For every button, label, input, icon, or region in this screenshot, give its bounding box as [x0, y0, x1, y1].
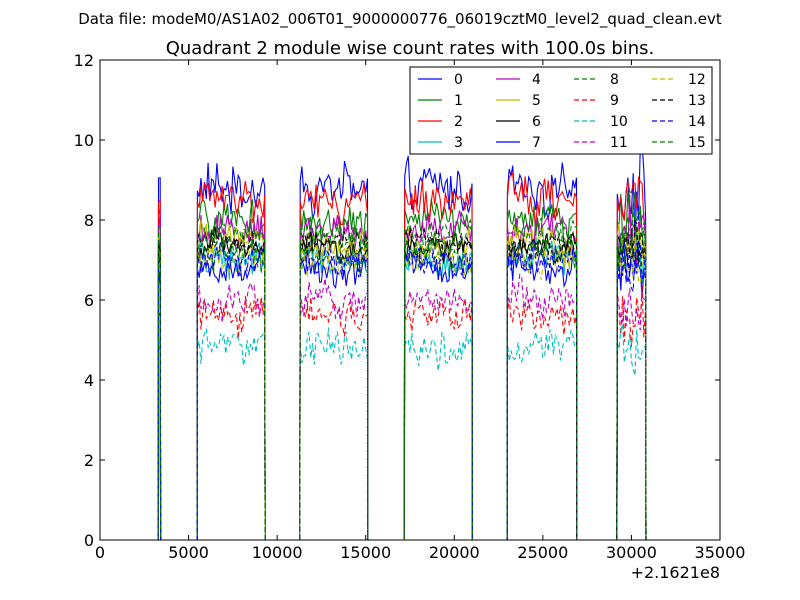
legend-label-4: 4 [532, 72, 541, 88]
legend-box [409, 66, 713, 155]
x-tick-label: 0 [95, 543, 105, 562]
y-tick-label: 12 [74, 51, 94, 70]
series-line-8 [156, 224, 647, 540]
legend-label-11: 11 [610, 135, 628, 151]
series-line-6 [156, 227, 647, 540]
legend-label-6: 6 [532, 114, 541, 130]
legend-label-13: 13 [688, 93, 706, 109]
x-axis: 0 5000 10000 15000 20000 25000 30000 35000 [95, 60, 746, 562]
series-line-12 [156, 239, 647, 540]
legend-label-0: 0 [454, 72, 463, 88]
legend-label-1: 1 [454, 93, 463, 109]
series-line-10 [156, 323, 647, 540]
x-tick-label: 10000 [252, 543, 303, 562]
legend-label-12: 12 [688, 72, 706, 88]
x-tick-label: 5000 [168, 543, 209, 562]
series-line-15 [156, 210, 647, 540]
legend-label-5: 5 [532, 93, 541, 109]
series-line-11 [156, 273, 647, 540]
y-tick-label: 10 [74, 131, 94, 150]
series-line-0 [156, 143, 647, 540]
x-tick-label: 25000 [517, 543, 568, 562]
y-tick-label: 4 [84, 371, 94, 390]
legend-label-14: 14 [688, 114, 706, 130]
x-tick-label: 15000 [340, 543, 391, 562]
y-tick-label: 0 [84, 531, 94, 550]
series-layer [156, 143, 647, 540]
legend-label-9: 9 [610, 93, 619, 109]
chart-title: Quadrant 2 module wise count rates with … [166, 38, 655, 59]
figure-suptitle: Data file: modeM0/AS1A02_006T01_90000007… [78, 10, 722, 29]
x-offset-label: +2.1621e8 [631, 563, 720, 582]
legend-label-2: 2 [454, 114, 463, 130]
series-line-13 [156, 218, 647, 540]
legend-label-3: 3 [454, 135, 463, 151]
x-tick-label: 35000 [695, 543, 746, 562]
legend-label-10: 10 [610, 114, 628, 130]
series-line-7 [156, 239, 647, 540]
x-tick-label: 20000 [429, 543, 480, 562]
y-tick-label: 8 [84, 211, 94, 230]
legend-label-8: 8 [610, 72, 619, 88]
series-line-2 [156, 171, 647, 540]
y-tick-label: 6 [84, 291, 94, 310]
series-line-14 [156, 240, 647, 540]
y-tick-label: 2 [84, 451, 94, 470]
series-line-4 [156, 194, 647, 540]
legend-label-15: 15 [688, 135, 706, 151]
x-tick-label: 30000 [606, 543, 657, 562]
legend-label-7: 7 [532, 135, 541, 151]
